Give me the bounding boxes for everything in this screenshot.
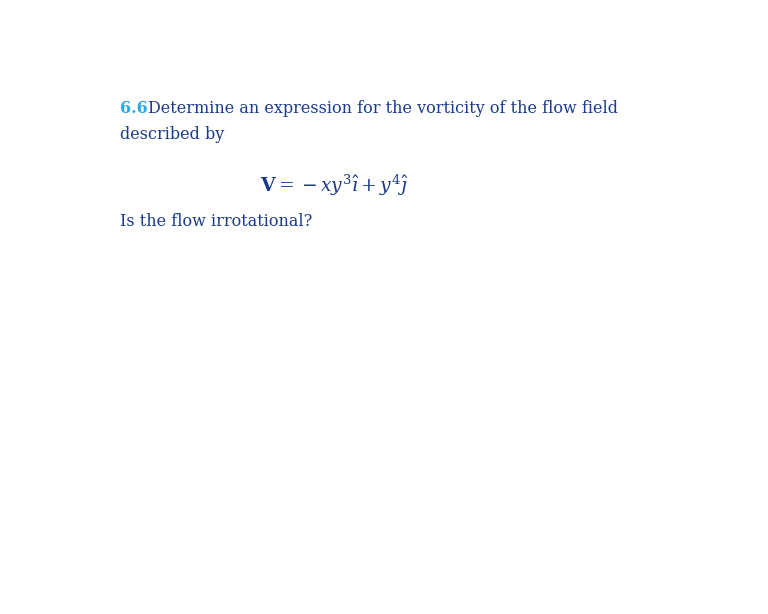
Text: Determine an expression for the vorticity of the flow field: Determine an expression for the vorticit… bbox=[148, 99, 618, 117]
Text: described by: described by bbox=[120, 126, 224, 142]
Text: $\mathbf{V} = -xy^3\hat{\imath} + y^4\hat{\jmath}$: $\mathbf{V} = -xy^3\hat{\imath} + y^4\ha… bbox=[260, 173, 409, 198]
Text: Is the flow irrotational?: Is the flow irrotational? bbox=[120, 213, 312, 230]
Text: 6.6: 6.6 bbox=[120, 99, 147, 117]
